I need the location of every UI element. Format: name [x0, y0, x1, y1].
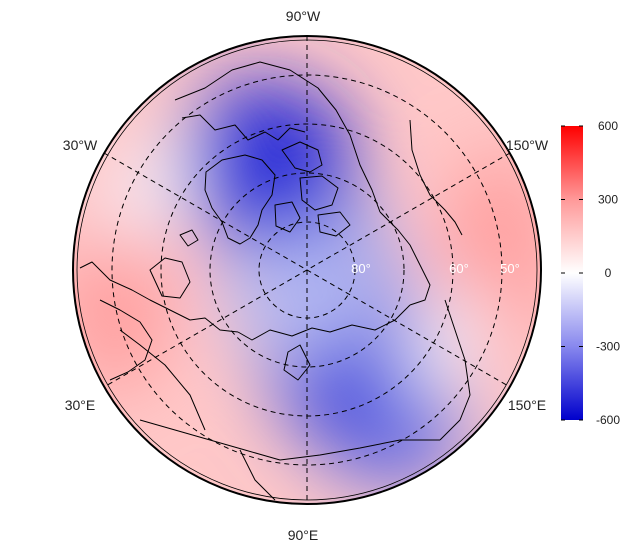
colorbar-tick-label-1: 300: [598, 193, 618, 207]
lon-label-90e: 90°E: [288, 527, 319, 543]
lat-circle-70: [209, 172, 405, 368]
field-shading: [73, 36, 541, 504]
lon-label-150e: 150°E: [508, 397, 546, 413]
meridian-150w-30e: [103, 152, 511, 388]
colorbar-tick-label-0: 600: [598, 119, 618, 133]
map-border: [72, 35, 542, 505]
lon-label-150w: 150°W: [506, 137, 549, 153]
graticule: [103, 36, 511, 504]
lat-label-80: 80°: [351, 261, 371, 276]
lon-label-30e: 30°E: [65, 397, 96, 413]
colorbar-gradient: [561, 126, 583, 420]
lon-label-90w: 90°W: [286, 8, 321, 24]
colorbar: 600 300 0 -300 -600: [561, 119, 620, 427]
lat-label-50: 50°: [500, 261, 520, 276]
lon-label-30w: 30°W: [63, 137, 98, 153]
colorbar-tick-label-3: -300: [596, 340, 620, 354]
colorbar-tick-label-2: 0: [605, 266, 612, 280]
lat-label-60: 60°: [449, 261, 469, 276]
colorbar-tick-label-4: -600: [596, 413, 620, 427]
colorbar-ticks: 600 300 0 -300 -600: [561, 119, 620, 427]
coastlines: [79, 61, 471, 501]
map-border-inner: [76, 39, 538, 501]
